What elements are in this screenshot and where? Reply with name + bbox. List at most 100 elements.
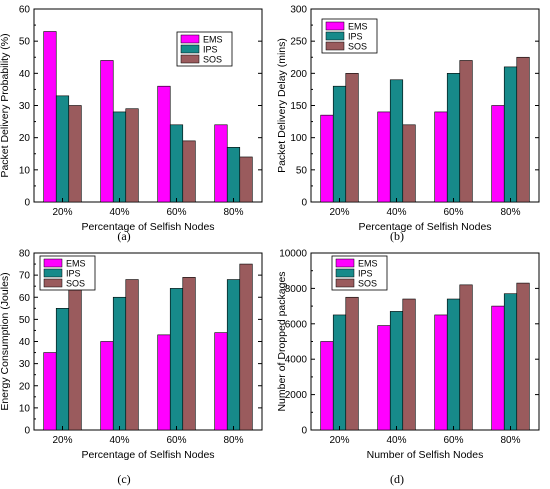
bar-sos-40pct — [125, 279, 139, 431]
x-axis-title: Percentage of Selfish Nodes — [358, 221, 491, 233]
y-tick-label: 100 — [290, 133, 307, 144]
chart-panel-d: 0 2000 4000 6000 8000 10000 20% 40% 60% 80% Number… — [276, 249, 540, 486]
y-tick-label: 50 — [19, 37, 31, 48]
x-tick-label: 60% — [166, 435, 186, 446]
y-tick-label: 300 — [290, 5, 307, 16]
y-axis-title: Number of Dropped packages — [276, 271, 288, 411]
bar-ems-80pct — [214, 332, 228, 431]
bar-ems-20pct — [43, 352, 57, 431]
legend-swatch-ems — [325, 21, 345, 31]
chart-panel-c: 0 10 20 30 40 50 60 70 80 20% 40% 60% 80% Percentage … — [0, 249, 263, 486]
x-tick-label: 40% — [386, 207, 406, 218]
bar-sos-40pct — [125, 108, 139, 203]
legend-swatch-ips — [43, 268, 63, 278]
legend-label-sos: SOS — [66, 279, 85, 289]
y-tick-label: 30 — [19, 359, 31, 370]
y-tick-label: 50 — [296, 165, 308, 176]
legend-swatch-ems — [335, 258, 355, 268]
y-tick-label: 8000 — [285, 284, 308, 295]
y-tick-label: 70 — [19, 271, 31, 282]
x-tick-label: 20% — [329, 435, 349, 446]
bar-sos-60pct — [459, 284, 473, 431]
x-tick-label: 60% — [443, 207, 463, 218]
x-tick-label: 40% — [109, 435, 129, 446]
bar-sos-60pct — [182, 277, 196, 431]
legend-label-ips: IPS — [348, 32, 363, 42]
y-tick-label: 6000 — [285, 319, 308, 330]
y-tick-label: 20 — [19, 381, 31, 392]
chart-panel-a: 0 10 20 30 40 50 60 20% 40% 60% 80% Percentage of S… — [0, 5, 263, 243]
bar-sos-20pct — [68, 288, 82, 431]
x-tick-label: 20% — [52, 435, 72, 446]
bar-ips-60pct — [169, 288, 184, 431]
legend-label-sos: SOS — [348, 42, 367, 52]
y-axis-title: Packet Delivery Delay (mins) — [276, 38, 288, 173]
bar-ips-20pct — [55, 308, 70, 431]
bar-ems-80pct — [491, 305, 505, 431]
y-tick-label: 10 — [19, 165, 31, 176]
y-axis-title: Energy Consumption (Joules) — [0, 272, 11, 410]
bar-ips-60pct — [446, 298, 461, 431]
bar-ems-60pct — [157, 334, 171, 431]
bar-ips-60pct — [169, 124, 184, 203]
bar-ips-60pct — [446, 73, 461, 203]
bar-ips-40pct — [112, 296, 127, 431]
x-tick-label: 60% — [443, 435, 463, 446]
legend-swatch-sos — [180, 54, 200, 64]
y-axis-title: Packet Delivery Probability (%) — [0, 33, 11, 177]
bar-ips-40pct — [112, 111, 127, 203]
panel-label: (a) — [117, 229, 130, 243]
x-tick-label: 80% — [223, 435, 243, 446]
y-tick-label: 150 — [290, 101, 307, 112]
legend-label-ems: EMS — [358, 259, 378, 269]
legend-label-ips: IPS — [358, 269, 373, 279]
x-tick-label: 80% — [223, 207, 243, 218]
bar-ems-80pct — [491, 105, 505, 203]
bar-sos-80pct — [239, 263, 253, 431]
y-tick-label: 40 — [19, 337, 31, 348]
legend-label-ems: EMS — [348, 22, 368, 32]
legend-label-ems: EMS — [66, 259, 86, 269]
bar-sos-60pct — [182, 140, 196, 203]
y-tick-label: 4000 — [285, 355, 308, 366]
legend-label-sos: SOS — [203, 55, 222, 65]
bar-sos-60pct — [459, 60, 473, 203]
chart-panel-b: 0 50 100 150 200 250 300 20% 40% 60% 80% Percentage… — [276, 5, 540, 243]
x-tick-label: 60% — [166, 207, 186, 218]
bar-ips-80pct — [503, 293, 518, 431]
legend-swatch-sos — [325, 41, 345, 51]
bar-ips-20pct — [332, 314, 347, 431]
legend-swatch-ips — [335, 268, 355, 278]
bar-ems-20pct — [43, 31, 57, 203]
legend-swatch-sos — [43, 278, 63, 288]
bar-ips-40pct — [389, 79, 404, 203]
panel-label: (c) — [117, 472, 130, 486]
x-tick-label: 40% — [109, 207, 129, 218]
bar-sos-20pct — [68, 105, 82, 203]
legend-swatch-ips — [325, 31, 345, 41]
legend-swatch-ems — [180, 34, 200, 44]
legend-label-sos: SOS — [358, 279, 377, 289]
panel-label: (d) — [390, 472, 404, 486]
bar-sos-80pct — [516, 282, 530, 431]
bar-sos-40pct — [402, 124, 416, 203]
bar-ems-60pct — [434, 111, 448, 203]
y-tick-label: 10000 — [279, 249, 307, 260]
bar-ems-60pct — [434, 314, 448, 431]
y-tick-label: 20 — [19, 133, 31, 144]
x-axis-title: Number of Selfish Nodes — [367, 449, 484, 461]
y-tick-label: 250 — [290, 37, 307, 48]
y-tick-label: 0 — [24, 426, 30, 437]
legend-swatch-ips — [180, 44, 200, 54]
y-tick-label: 50 — [19, 315, 31, 326]
legend-label-ems: EMS — [203, 35, 223, 45]
y-tick-label: 40 — [19, 69, 31, 80]
bar-ips-20pct — [332, 85, 347, 203]
bar-ips-20pct — [55, 95, 70, 203]
bar-sos-20pct — [345, 73, 359, 203]
bar-sos-80pct — [516, 56, 530, 203]
